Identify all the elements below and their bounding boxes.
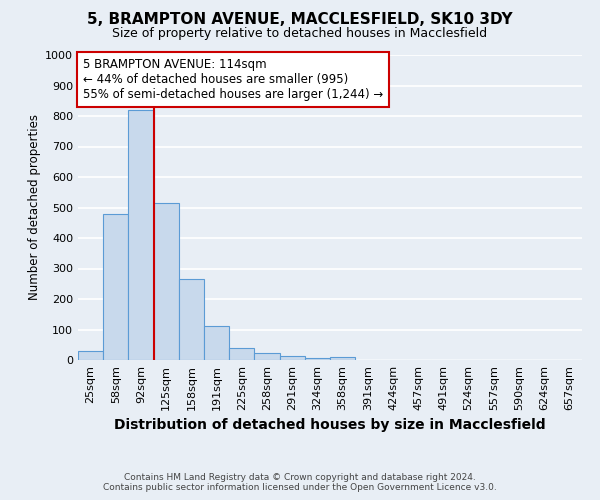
Bar: [280, 356, 305, 360]
Text: Size of property relative to detached houses in Macclesfield: Size of property relative to detached ho…: [112, 28, 488, 40]
Bar: [179, 279, 204, 360]
Bar: [330, 357, 355, 360]
Bar: [305, 358, 330, 360]
Text: Contains HM Land Registry data © Crown copyright and database right 2024.
Contai: Contains HM Land Registry data © Crown c…: [103, 473, 497, 492]
Text: 5, BRAMPTON AVENUE, MACCLESFIELD, SK10 3DY: 5, BRAMPTON AVENUE, MACCLESFIELD, SK10 3…: [87, 12, 513, 28]
Text: 5 BRAMPTON AVENUE: 114sqm
← 44% of detached houses are smaller (995)
55% of semi: 5 BRAMPTON AVENUE: 114sqm ← 44% of detac…: [83, 58, 383, 101]
Y-axis label: Number of detached properties: Number of detached properties: [28, 114, 41, 300]
Bar: [204, 326, 229, 360]
Bar: [128, 110, 154, 360]
Bar: [78, 351, 103, 360]
Bar: [229, 348, 254, 360]
Bar: [154, 203, 179, 360]
X-axis label: Distribution of detached houses by size in Macclesfield: Distribution of detached houses by size …: [114, 418, 546, 432]
Bar: [254, 354, 280, 360]
Bar: [103, 214, 128, 360]
